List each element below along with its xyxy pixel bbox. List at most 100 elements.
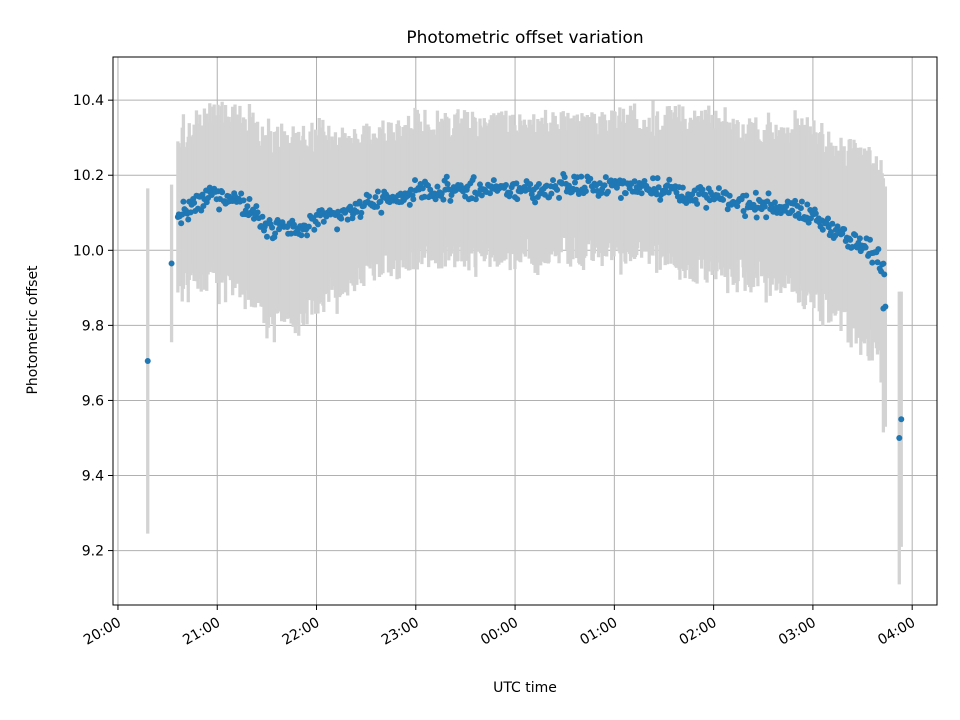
data-point (548, 190, 555, 197)
data-point (254, 209, 261, 216)
data-point (655, 184, 662, 191)
data-point (601, 182, 608, 189)
data-point (852, 232, 859, 239)
data-point (526, 186, 533, 193)
y-tick-label: 9.4 (82, 469, 104, 485)
data-point (720, 196, 727, 203)
data-point (144, 358, 151, 365)
data-point (742, 213, 749, 220)
plot-frame (112, 56, 938, 606)
y-tick-label: 10.4 (73, 93, 104, 109)
data-point (187, 209, 194, 216)
data-point (447, 197, 454, 204)
data-point (880, 260, 887, 267)
data-point (783, 203, 790, 210)
y-tick-label: 9.8 (82, 318, 104, 334)
data-point (272, 230, 279, 237)
data-point (854, 244, 861, 251)
data-point (875, 246, 882, 253)
data-point (366, 193, 373, 200)
data-point (472, 196, 479, 203)
data-point (874, 259, 881, 266)
y-tick-label: 10.2 (73, 168, 104, 184)
data-point (378, 209, 385, 216)
y-tick-label: 9.2 (82, 544, 104, 560)
data-point (476, 181, 483, 188)
data-point (334, 226, 341, 233)
data-point (440, 196, 447, 203)
data-point (752, 189, 759, 196)
data-point (734, 203, 741, 210)
data-point (438, 190, 445, 197)
data-point (406, 201, 413, 208)
data-point (478, 192, 485, 199)
data-point (561, 174, 568, 181)
data-point (253, 203, 260, 210)
data-point (444, 181, 451, 188)
data-point (827, 229, 834, 236)
data-point (866, 236, 873, 243)
data-point (763, 214, 770, 221)
data-point (771, 199, 778, 206)
data-point (407, 186, 414, 193)
data-point (743, 192, 750, 199)
data-point (862, 244, 869, 251)
data-point (869, 259, 876, 266)
data-point (179, 211, 186, 218)
data-point (507, 189, 514, 196)
data-point (514, 196, 521, 203)
data-point (490, 177, 497, 184)
data-point (622, 190, 629, 197)
data-point (432, 196, 439, 203)
data-point (554, 186, 561, 193)
data-point (298, 232, 305, 239)
data-point (829, 220, 836, 227)
data-point (765, 190, 772, 197)
data-point (535, 181, 542, 188)
data-point (715, 185, 722, 192)
data-point (246, 196, 253, 203)
data-point (797, 205, 804, 212)
data-point (311, 226, 318, 233)
data-point (513, 180, 520, 187)
data-point (750, 201, 757, 208)
data-point (470, 174, 477, 181)
data-point (804, 201, 811, 208)
data-point (703, 204, 710, 211)
data-point (617, 195, 624, 202)
data-point (374, 203, 381, 210)
y-axis-label: Photometric offset (25, 265, 41, 395)
data-point (572, 179, 579, 186)
data-point (240, 197, 247, 204)
x-axis-label: UTC time (493, 680, 557, 696)
data-point (353, 208, 360, 215)
data-point (434, 183, 441, 190)
data-point (487, 190, 494, 197)
data-point (582, 188, 589, 195)
data-point (356, 198, 363, 205)
data-point (694, 200, 701, 207)
data-point (819, 226, 826, 233)
data-point (657, 196, 664, 203)
data-point (372, 194, 379, 201)
data-point (789, 207, 796, 214)
data-point (798, 198, 805, 205)
data-point (320, 218, 327, 225)
data-point (556, 194, 563, 201)
data-point (427, 186, 434, 193)
data-point (881, 271, 888, 278)
data-point (374, 188, 381, 195)
data-point (502, 182, 509, 189)
data-point (269, 224, 276, 231)
data-point (654, 175, 661, 182)
data-point (419, 185, 426, 192)
data-point (314, 221, 321, 228)
data-point (198, 207, 205, 214)
data-point (443, 173, 450, 180)
y-tick-label: 9.6 (82, 393, 104, 409)
data-point (244, 203, 251, 210)
data-point (344, 216, 351, 223)
data-point (216, 206, 223, 213)
data-point (761, 203, 768, 210)
